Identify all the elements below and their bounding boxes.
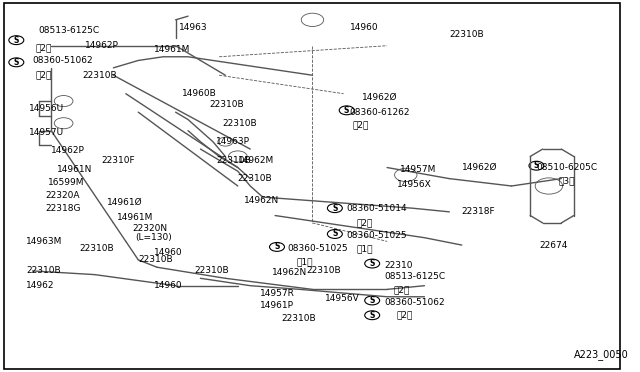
Text: （3）: （3） <box>558 176 575 185</box>
Text: S: S <box>369 259 375 268</box>
Text: 22318G: 22318G <box>45 203 81 213</box>
Text: 22310F: 22310F <box>101 155 134 165</box>
Text: 14956U: 14956U <box>29 104 65 113</box>
Text: 14957R: 14957R <box>260 289 294 298</box>
Text: 22310B: 22310B <box>216 155 251 165</box>
Text: 14962P: 14962P <box>51 147 85 155</box>
Text: 14957M: 14957M <box>399 165 436 174</box>
Text: 22310B: 22310B <box>307 266 341 275</box>
Text: 22310B: 22310B <box>83 71 117 80</box>
Text: 22320N: 22320N <box>132 224 167 233</box>
Text: （2）: （2） <box>394 285 410 294</box>
Text: 08513-6125C: 08513-6125C <box>384 272 445 281</box>
Text: 08513-6125C: 08513-6125C <box>38 26 100 35</box>
Text: 08360-51062: 08360-51062 <box>33 56 93 65</box>
Text: S: S <box>13 36 19 45</box>
Text: 14963M: 14963M <box>26 237 63 246</box>
Text: 22310B: 22310B <box>238 174 273 183</box>
Text: （2）: （2） <box>36 43 52 52</box>
Text: 22320A: 22320A <box>45 191 79 200</box>
Text: 08360-51025: 08360-51025 <box>287 244 348 253</box>
Text: 14962N: 14962N <box>244 196 279 205</box>
Text: 08510-6205C: 08510-6205C <box>536 163 598 172</box>
Text: 14956X: 14956X <box>396 180 431 189</box>
Text: 14956V: 14956V <box>325 294 360 303</box>
Text: 22310B: 22310B <box>282 314 316 323</box>
Text: 14961M: 14961M <box>154 45 190 54</box>
Text: 08360-61262: 08360-61262 <box>350 108 410 117</box>
Text: 22674: 22674 <box>540 241 568 250</box>
Text: （2）: （2） <box>396 311 413 320</box>
Text: S: S <box>369 311 375 320</box>
Text: 08360-51062: 08360-51062 <box>384 298 445 307</box>
Text: （1）: （1） <box>297 257 314 266</box>
Text: 08360-51025: 08360-51025 <box>347 231 407 240</box>
Text: 14960B: 14960B <box>182 89 216 98</box>
Text: S: S <box>13 58 19 67</box>
Text: 14957U: 14957U <box>29 128 65 137</box>
Text: 14962M: 14962M <box>238 155 274 165</box>
Text: 14963: 14963 <box>179 23 207 32</box>
Text: 22310B: 22310B <box>26 266 61 275</box>
Text: 16599M: 16599M <box>48 178 84 187</box>
Text: 14961P: 14961P <box>260 301 294 311</box>
Text: 14962: 14962 <box>26 281 55 290</box>
Text: S: S <box>275 243 280 251</box>
Text: （2）: （2） <box>36 71 52 80</box>
Text: （1）: （1） <box>356 244 372 253</box>
Text: 22318F: 22318F <box>462 207 495 217</box>
Text: 14960: 14960 <box>154 281 182 290</box>
Text: 22310B: 22310B <box>222 119 257 128</box>
Text: 14962P: 14962P <box>85 41 119 50</box>
Text: S: S <box>332 230 337 238</box>
Text: 14962Ø: 14962Ø <box>462 163 497 172</box>
Text: 08360-51014: 08360-51014 <box>347 203 407 213</box>
Text: S: S <box>332 203 337 213</box>
Text: 22310B: 22310B <box>138 255 173 264</box>
Text: 22310B: 22310B <box>210 100 244 109</box>
Text: S: S <box>534 161 539 170</box>
Text: 22310: 22310 <box>384 261 413 270</box>
Text: 22310B: 22310B <box>195 266 229 275</box>
Text: 14961Ø: 14961Ø <box>107 198 143 207</box>
Text: A223_0050: A223_0050 <box>574 349 628 359</box>
Text: 22310B: 22310B <box>79 244 114 253</box>
Text: （2）: （2） <box>356 218 372 227</box>
Text: (L=130): (L=130) <box>135 233 172 242</box>
Text: 14961N: 14961N <box>58 165 93 174</box>
Text: 14960: 14960 <box>154 248 182 257</box>
Text: 22310B: 22310B <box>449 30 484 39</box>
Text: S: S <box>369 296 375 305</box>
Text: S: S <box>344 106 349 115</box>
Text: 14962Ø: 14962Ø <box>362 93 397 102</box>
Text: （2）: （2） <box>353 121 369 129</box>
Text: 14962N: 14962N <box>272 268 307 277</box>
Text: 14963P: 14963P <box>216 137 250 146</box>
Text: 14961M: 14961M <box>116 213 153 222</box>
Text: 14960: 14960 <box>350 23 378 32</box>
